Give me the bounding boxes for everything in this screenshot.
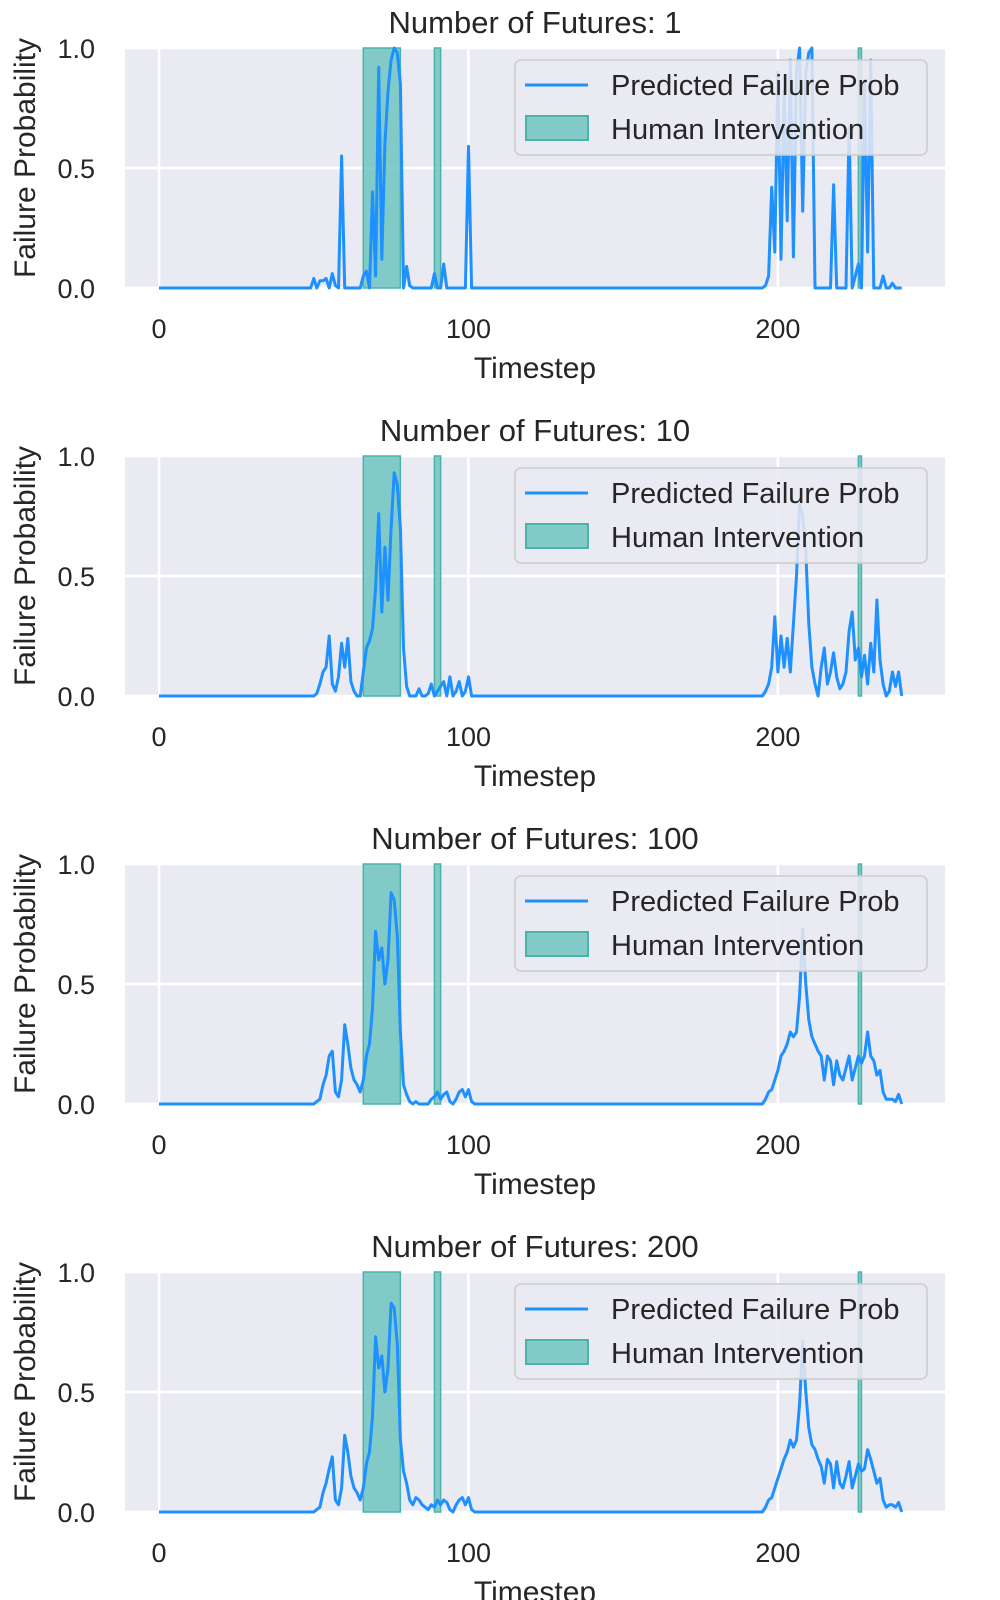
x-tick-label: 100 xyxy=(446,314,491,344)
x-axis-label: Timestep xyxy=(474,352,596,385)
x-tick-label: 100 xyxy=(446,1130,491,1160)
chart-title: Number of Futures: 1 xyxy=(389,5,682,40)
legend-label: Predicted Failure Prob xyxy=(611,1294,900,1326)
series-line xyxy=(159,891,904,1106)
legend: Predicted Failure Prob Human Intervention xyxy=(514,1283,928,1380)
intervention-span xyxy=(433,47,442,289)
legend-frame xyxy=(514,59,928,156)
y-tick-label: 0.0 xyxy=(57,1498,95,1528)
intervention-span xyxy=(857,863,863,1105)
legend-span-swatch xyxy=(525,523,589,549)
chart-title: Number of Futures: 100 xyxy=(371,821,698,856)
legend-span-swatch xyxy=(525,1339,589,1365)
legend-label: Predicted Failure Prob xyxy=(611,478,900,510)
legend-frame xyxy=(514,467,928,564)
legend-frame xyxy=(514,1283,928,1380)
chart-panel-3: 0.0 0.5 1.0 0 100 200 Number of Futures: 100 Ti… xyxy=(9,821,945,1201)
y-axis-label: Failure Probability xyxy=(9,1262,42,1502)
x-tick-label: 0 xyxy=(152,1130,167,1160)
x-axis-label: Timestep xyxy=(474,1576,596,1600)
intervention-span xyxy=(857,47,863,289)
intervention-span xyxy=(857,455,863,697)
intervention-span xyxy=(857,1271,863,1513)
x-tick-label: 200 xyxy=(755,314,800,344)
y-tick-label: 1.0 xyxy=(57,34,95,64)
legend: Predicted Failure Prob Human Intervention xyxy=(514,875,928,972)
x-tick-label: 200 xyxy=(755,1130,800,1160)
legend-frame xyxy=(514,875,928,972)
legend: Predicted Failure Prob Human Intervention xyxy=(514,467,928,564)
y-tick-label: 0.0 xyxy=(57,682,95,712)
legend-label: Predicted Failure Prob xyxy=(611,70,900,102)
y-tick-label: 1.0 xyxy=(57,442,95,472)
intervention-span xyxy=(433,1271,442,1513)
x-axis-label: Timestep xyxy=(474,1168,596,1201)
legend-span-swatch xyxy=(525,115,589,141)
y-tick-label: 0.5 xyxy=(57,562,95,592)
chart-panel-4: 0.0 0.5 1.0 0 100 200 Number of Futures: 200 Ti… xyxy=(9,1229,945,1600)
series-line xyxy=(159,1301,904,1514)
chart-title: Number of Futures: 10 xyxy=(380,413,690,448)
y-axis-label: Failure Probability xyxy=(9,38,42,278)
x-tick-label: 100 xyxy=(446,1538,491,1568)
chart-panel-1: 0.0 0.5 1.0 0 100 200 Number of Futures: 1 Time… xyxy=(9,5,945,385)
y-tick-label: 0.5 xyxy=(57,154,95,184)
legend-label: Human Intervention xyxy=(611,114,864,146)
y-tick-label: 0.5 xyxy=(57,1378,95,1408)
y-tick-label: 0.0 xyxy=(57,274,95,304)
x-axis-label: Timestep xyxy=(474,760,596,793)
legend-label: Human Intervention xyxy=(611,522,864,554)
x-tick-label: 0 xyxy=(152,1538,167,1568)
chart-title: Number of Futures: 200 xyxy=(371,1229,698,1264)
y-tick-label: 0.5 xyxy=(57,970,95,1000)
x-tick-label: 100 xyxy=(446,722,491,752)
y-tick-label: 0.0 xyxy=(57,1090,95,1120)
intervention-span xyxy=(433,863,442,1105)
series-line xyxy=(159,46,902,290)
x-tick-label: 0 xyxy=(152,314,167,344)
legend-label: Human Intervention xyxy=(611,930,864,962)
series-line xyxy=(159,471,904,698)
y-axis-label: Failure Probability xyxy=(9,854,42,1094)
y-tick-label: 1.0 xyxy=(57,1258,95,1288)
legend-span-swatch xyxy=(525,931,589,957)
y-tick-label: 1.0 xyxy=(57,850,95,880)
intervention-span xyxy=(433,455,442,697)
chart-panel-2: 0.0 0.5 1.0 0 100 200 Number of Futures: 10 Tim… xyxy=(9,413,945,793)
legend-label: Predicted Failure Prob xyxy=(611,886,900,918)
x-tick-label: 200 xyxy=(755,722,800,752)
legend: Predicted Failure Prob Human Intervention xyxy=(514,59,928,156)
y-axis-label: Failure Probability xyxy=(9,446,42,686)
x-tick-label: 0 xyxy=(152,722,167,752)
legend-label: Human Intervention xyxy=(611,1338,864,1370)
x-tick-label: 200 xyxy=(755,1538,800,1568)
